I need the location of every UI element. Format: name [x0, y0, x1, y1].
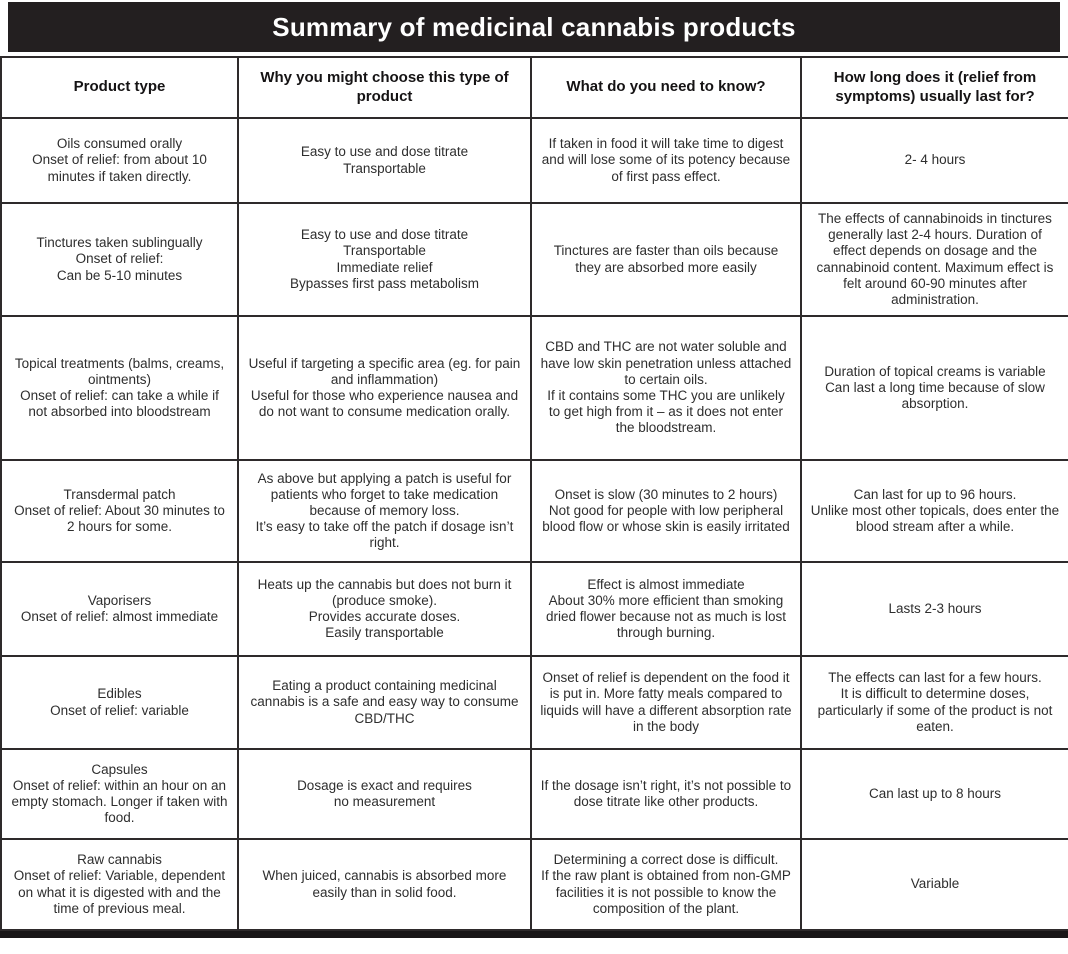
summary-table: Product type Why you might choose this t…: [0, 56, 1068, 931]
table-cell-why-choose: Useful if targeting a specific area (eg.…: [237, 315, 532, 461]
table-cell-need-to-know: Onset is slow (30 minutes to 2 hours) No…: [530, 459, 802, 563]
table-header: Product type Why you might choose this t…: [0, 56, 1068, 119]
table-row: Transdermal patch Onset of relief: About…: [0, 459, 1068, 563]
table-row: Raw cannabis Onset of relief: Variable, …: [0, 838, 1068, 931]
table-cell-need-to-know: If taken in food it will take time to di…: [530, 117, 802, 204]
table-cell-why-choose: As above but applying a patch is useful …: [237, 459, 532, 563]
table-cell-product-type: Raw cannabis Onset of relief: Variable, …: [0, 838, 239, 931]
table-cell-need-to-know: Effect is almost immediate About 30% mor…: [530, 561, 802, 657]
table-cell-product-type: Transdermal patch Onset of relief: About…: [0, 459, 239, 563]
table-row: Edibles Onset of relief: variable Eating …: [0, 655, 1068, 750]
table-row: Tinctures taken sublingually Onset of re…: [0, 202, 1068, 317]
table-cell-why-choose: Dosage is exact and requires no measurem…: [237, 748, 532, 840]
table-cell-product-type: Edibles Onset of relief: variable: [0, 655, 239, 750]
table-cell-product-type: Capsules Onset of relief: within an hour…: [0, 748, 239, 840]
table-cell-need-to-know: CBD and THC are not water soluble and ha…: [530, 315, 802, 461]
header-row: Product type Why you might choose this t…: [0, 56, 1068, 119]
table-cell-product-type: Oils consumed orally Onset of relief: fr…: [0, 117, 239, 204]
table-cell-duration: 2- 4 hours: [800, 117, 1068, 204]
table-row: Capsules Onset of relief: within an hour…: [0, 748, 1068, 840]
table-row: Oils consumed orally Onset of relief: fr…: [0, 117, 1068, 204]
table-cell-product-type: Tinctures taken sublingually Onset of re…: [0, 202, 239, 317]
table-cell-need-to-know: Tinctures are faster than oils because t…: [530, 202, 802, 317]
column-header-product-type: Product type: [0, 56, 239, 119]
table-cell-duration: Can last for up to 96 hours. Unlike most…: [800, 459, 1068, 563]
table-cell-why-choose: Easy to use and dose titrate Transportab…: [237, 202, 532, 317]
table-cell-why-choose: Heats up the cannabis but does not burn …: [237, 561, 532, 657]
table-cell-duration: The effects of cannabinoids in tinctures…: [800, 202, 1068, 317]
table-row: Vaporisers Onset of relief: almost immed…: [0, 561, 1068, 657]
table-cell-duration: Lasts 2-3 hours: [800, 561, 1068, 657]
table-cell-why-choose: Easy to use and dose titrate Transportab…: [237, 117, 532, 204]
table-cell-why-choose: When juiced, cannabis is absorbed more e…: [237, 838, 532, 931]
table-cell-duration: Variable: [800, 838, 1068, 931]
table-cell-product-type: Topical treatments (balms, creams, ointm…: [0, 315, 239, 461]
table-cell-duration: The effects can last for a few hours. It…: [800, 655, 1068, 750]
table-cell-duration: Duration of topical creams is variable C…: [800, 315, 1068, 461]
table-cell-why-choose: Eating a product containing medicinal ca…: [237, 655, 532, 750]
table-cell-product-type: Vaporisers Onset of relief: almost immed…: [0, 561, 239, 657]
page-title: Summary of medicinal cannabis products: [272, 11, 796, 42]
column-header-why-choose: Why you might choose this type of produc…: [237, 56, 532, 119]
title-band: Summary of medicinal cannabis products: [8, 2, 1060, 52]
table-body: Oils consumed orally Onset of relief: fr…: [0, 117, 1068, 931]
table-cell-need-to-know: Determining a correct dose is difficult.…: [530, 838, 802, 931]
table-cell-need-to-know: Onset of relief is dependent on the food…: [530, 655, 802, 750]
table-row: Topical treatments (balms, creams, ointm…: [0, 315, 1068, 461]
column-header-duration: How long does it (relief from symptoms) …: [800, 56, 1068, 119]
column-header-need-to-know: What do you need to know?: [530, 56, 802, 119]
table-cell-need-to-know: If the dosage isn’t right, it’s not poss…: [530, 748, 802, 840]
table-cell-duration: Can last up to 8 hours: [800, 748, 1068, 840]
summary-table-wrap: Product type Why you might choose this t…: [0, 56, 1068, 938]
